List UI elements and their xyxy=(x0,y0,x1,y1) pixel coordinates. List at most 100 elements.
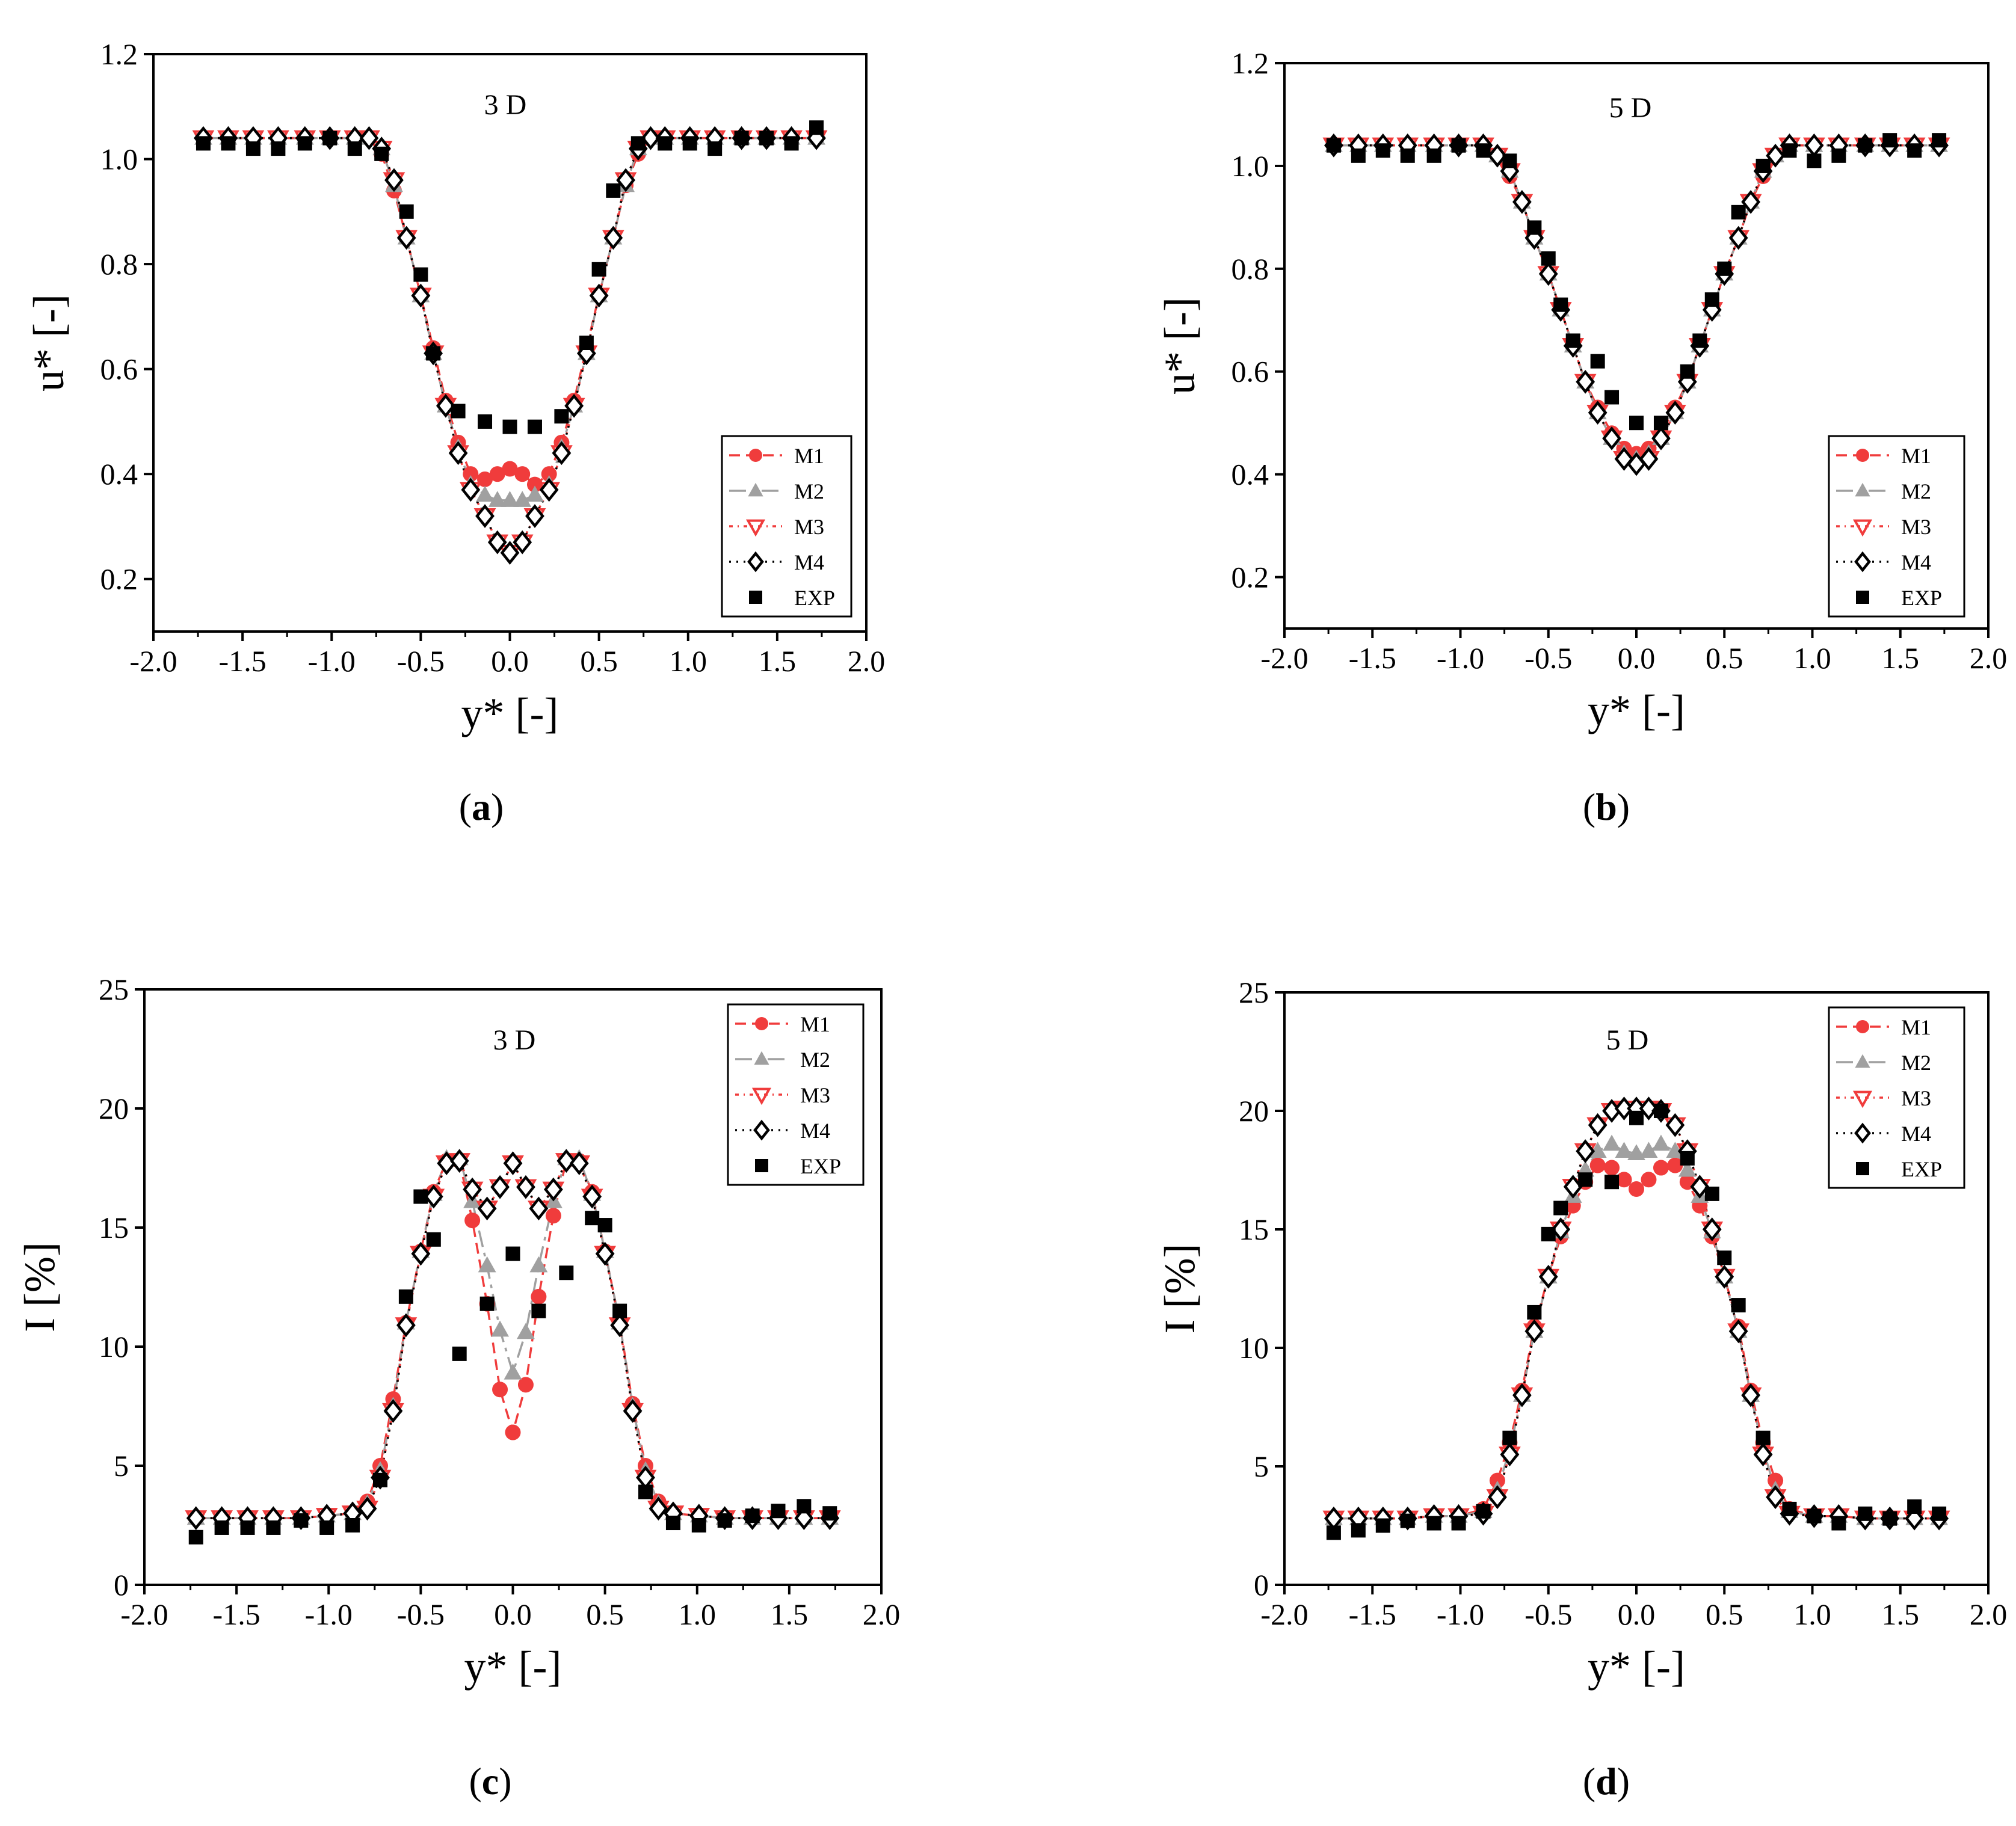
data-point-exp xyxy=(1653,1104,1668,1118)
data-point-exp xyxy=(1578,1172,1593,1187)
data-point-m4 xyxy=(1500,1442,1520,1467)
data-point-m1 xyxy=(1641,1172,1657,1188)
data-point-m2 xyxy=(1652,1134,1670,1151)
data-point-m1 xyxy=(477,471,493,487)
y-tick-label: 15 xyxy=(1239,1213,1269,1246)
legend-label-m2: M2 xyxy=(794,479,824,503)
data-point-m4 xyxy=(589,283,609,308)
data-point-m4 xyxy=(623,1399,643,1423)
data-point-exp xyxy=(606,183,621,198)
legend-label-m1: M1 xyxy=(1901,1015,1931,1039)
data-point-exp xyxy=(240,1520,255,1535)
series-line-m2 xyxy=(1333,144,1940,460)
legend: M1 M2 M3 M4 EXP xyxy=(727,1003,865,1186)
data-point-exp xyxy=(585,1211,600,1226)
x-tick-label: -1.0 xyxy=(1437,1597,1484,1631)
data-point-m2 xyxy=(529,1256,548,1273)
legend-marker-m3 xyxy=(1852,519,1873,537)
data-point-m4 xyxy=(1512,1383,1532,1407)
legend: M1 M2 M3 M4 EXP xyxy=(721,435,852,618)
data-point-m4 xyxy=(487,530,507,555)
data-point-m4 xyxy=(1741,189,1761,214)
data-point-m1 xyxy=(1589,1157,1606,1173)
data-point-exp xyxy=(1541,251,1556,266)
series-markers-m1 xyxy=(1325,1157,1947,1526)
legend-marker-m1 xyxy=(1856,449,1869,462)
data-point-exp xyxy=(399,204,414,219)
y-tick-label: 25 xyxy=(99,973,129,1006)
legend-marker-m3 xyxy=(1852,1090,1873,1108)
data-point-exp xyxy=(413,1189,428,1204)
x-tick-label: 1.0 xyxy=(1793,1597,1831,1631)
data-point-exp xyxy=(297,136,312,151)
data-point-exp xyxy=(1782,143,1797,158)
data-point-exp xyxy=(527,419,542,434)
x-tick-label: 1.5 xyxy=(759,644,797,678)
x-tick-label: 0.0 xyxy=(494,1597,532,1631)
data-point-m4 xyxy=(1665,1113,1685,1137)
data-point-exp xyxy=(373,1472,387,1487)
series-markers-m1 xyxy=(1325,137,1947,462)
data-point-m4 xyxy=(1766,1485,1785,1510)
data-point-exp xyxy=(266,1520,281,1535)
series-line-m1 xyxy=(1333,1164,1940,1520)
data-point-m4 xyxy=(1715,1264,1734,1289)
data-point-exp xyxy=(759,131,774,146)
data-point-m4 xyxy=(461,478,481,502)
x-tick-label: 1.0 xyxy=(679,1597,717,1631)
data-point-m4 xyxy=(1728,226,1748,250)
data-point-m4 xyxy=(1488,1485,1507,1510)
series-markers-exp xyxy=(188,1189,837,1545)
data-point-exp xyxy=(559,1265,574,1280)
legend-label-m1: M1 xyxy=(800,1012,830,1036)
caption-d: (d) xyxy=(1582,1760,1630,1803)
y-tick-label: 0.2 xyxy=(100,562,138,596)
x-axis-label: y* [-] xyxy=(461,689,559,737)
x-tick-label: 2.0 xyxy=(1970,1597,2008,1631)
data-point-exp xyxy=(1426,148,1441,163)
series-markers-m2 xyxy=(186,1149,839,1525)
legend-label-m4: M4 xyxy=(1901,550,1931,574)
data-point-exp xyxy=(1858,138,1873,153)
caption-c: (c) xyxy=(469,1760,512,1803)
data-point-m4 xyxy=(1766,143,1785,168)
legend-marker-m4 xyxy=(753,1119,770,1141)
data-point-exp xyxy=(1731,204,1746,220)
x-tick-label: -2.0 xyxy=(129,644,177,678)
data-point-exp xyxy=(1680,1151,1695,1166)
legend-marker-m2 xyxy=(754,1051,769,1065)
x-tick-label: -1.0 xyxy=(308,644,356,678)
legend-marker-exp xyxy=(1856,591,1869,604)
data-point-m4 xyxy=(1602,426,1621,450)
data-point-m4 xyxy=(1728,1319,1748,1344)
data-point-m2 xyxy=(488,491,507,507)
x-tick-label: -2.0 xyxy=(1260,641,1308,675)
data-point-exp xyxy=(322,131,338,146)
chart-panel-d: -2.0 -1.5 -1.0 -0.5 0.0 0.5 1.0 1.5 2.0 0 5 10 15 20 2… xyxy=(1156,976,2008,1691)
data-point-m4 xyxy=(543,1177,563,1202)
chart-panel-a: -2.0 -1.5 -1.0 -0.5 0.0 0.5 1.0 1.5 2.0 0.2 0.4 0.6… xyxy=(25,37,885,737)
legend-marker-m3 xyxy=(745,519,766,537)
data-point-exp xyxy=(691,1518,706,1532)
legend-label-exp: EXP xyxy=(1901,586,1942,610)
data-point-m4 xyxy=(463,1177,482,1202)
y-tick-label: 25 xyxy=(1239,976,1269,1009)
x-tick-label: -2.0 xyxy=(1260,1597,1308,1631)
data-point-m4 xyxy=(1524,1319,1544,1344)
data-point-m1 xyxy=(1667,1157,1683,1173)
data-point-exp xyxy=(319,1520,334,1535)
x-axis-label: y* [-] xyxy=(464,1643,562,1691)
legend-marker-exp xyxy=(755,1159,768,1172)
y-tick-label: 1.0 xyxy=(100,143,138,176)
data-point-m4 xyxy=(383,1399,403,1423)
chart-panel-b: -2.0 -1.5 -1.0 -0.5 0.0 0.5 1.0 1.5 2.0 0.2 0.4 0.6… xyxy=(1156,46,2007,734)
data-point-exp xyxy=(502,419,517,434)
data-point-exp xyxy=(398,1289,413,1304)
data-point-exp xyxy=(1629,1110,1644,1125)
x-tick-label: -0.5 xyxy=(1524,1597,1572,1631)
data-point-m4 xyxy=(1753,1442,1773,1467)
data-point-m2 xyxy=(1639,1142,1658,1158)
data-point-m4 xyxy=(516,1175,535,1199)
y-tick-label: 1.0 xyxy=(1231,149,1269,183)
data-point-m1 xyxy=(489,466,505,482)
